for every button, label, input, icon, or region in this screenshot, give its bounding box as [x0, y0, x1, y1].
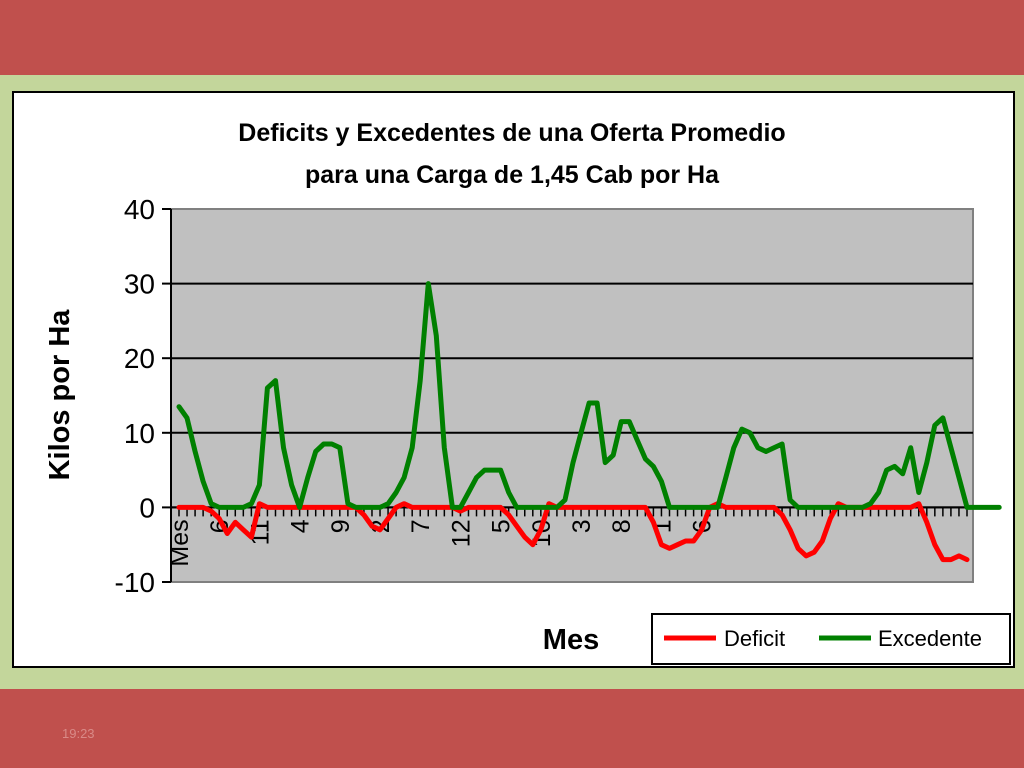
line-chart: Deficits y Excedentes de una Oferta Prom… [44, 119, 1011, 665]
x-axis: Mes 6 11 4 9 2 7 12 5 10 3 8 1 6 [166, 506, 973, 567]
y-tick-label: 30 [124, 269, 155, 300]
y-tick-label: 10 [124, 418, 155, 449]
y-tick-label: 40 [124, 194, 155, 225]
chart-subtitle: para una Carga de 1,45 Cab por Ha [305, 161, 720, 189]
plot-area [170, 208, 974, 583]
legend-label-deficit: Deficit [724, 626, 785, 651]
chart-panel: Deficits y Excedentes de una Oferta Prom… [12, 91, 1015, 668]
y-tick-label: -10 [115, 567, 155, 598]
x-tick-label: 8 [608, 519, 636, 533]
x-tick-label: 4 [287, 519, 315, 533]
y-axis-label: Kilos por Ha [44, 309, 76, 481]
y-axis: -10 0 10 20 30 40 [115, 194, 172, 598]
chart-title: Deficits y Excedentes de una Oferta Prom… [238, 119, 785, 147]
series-line-excedente [176, 281, 1002, 510]
slide-timestamp: 19:23 [62, 726, 95, 741]
x-axis-label: Mes [543, 624, 599, 656]
x-tick-label: 9 [327, 519, 355, 533]
series-layer [176, 281, 1002, 563]
x-tick-label: 5 [488, 519, 516, 533]
x-tick-label: 7 [407, 519, 435, 533]
legend: Deficit Excedente [651, 613, 1011, 665]
legend-label-excedente: Excedente [878, 626, 982, 651]
y-tick-label: 20 [124, 343, 155, 374]
x-tick-label: Mes [166, 519, 194, 566]
x-tick-label: 12 [447, 519, 475, 547]
x-tick-label: 3 [568, 519, 596, 533]
gridlines [171, 208, 973, 509]
y-tick-label: 0 [139, 492, 155, 523]
